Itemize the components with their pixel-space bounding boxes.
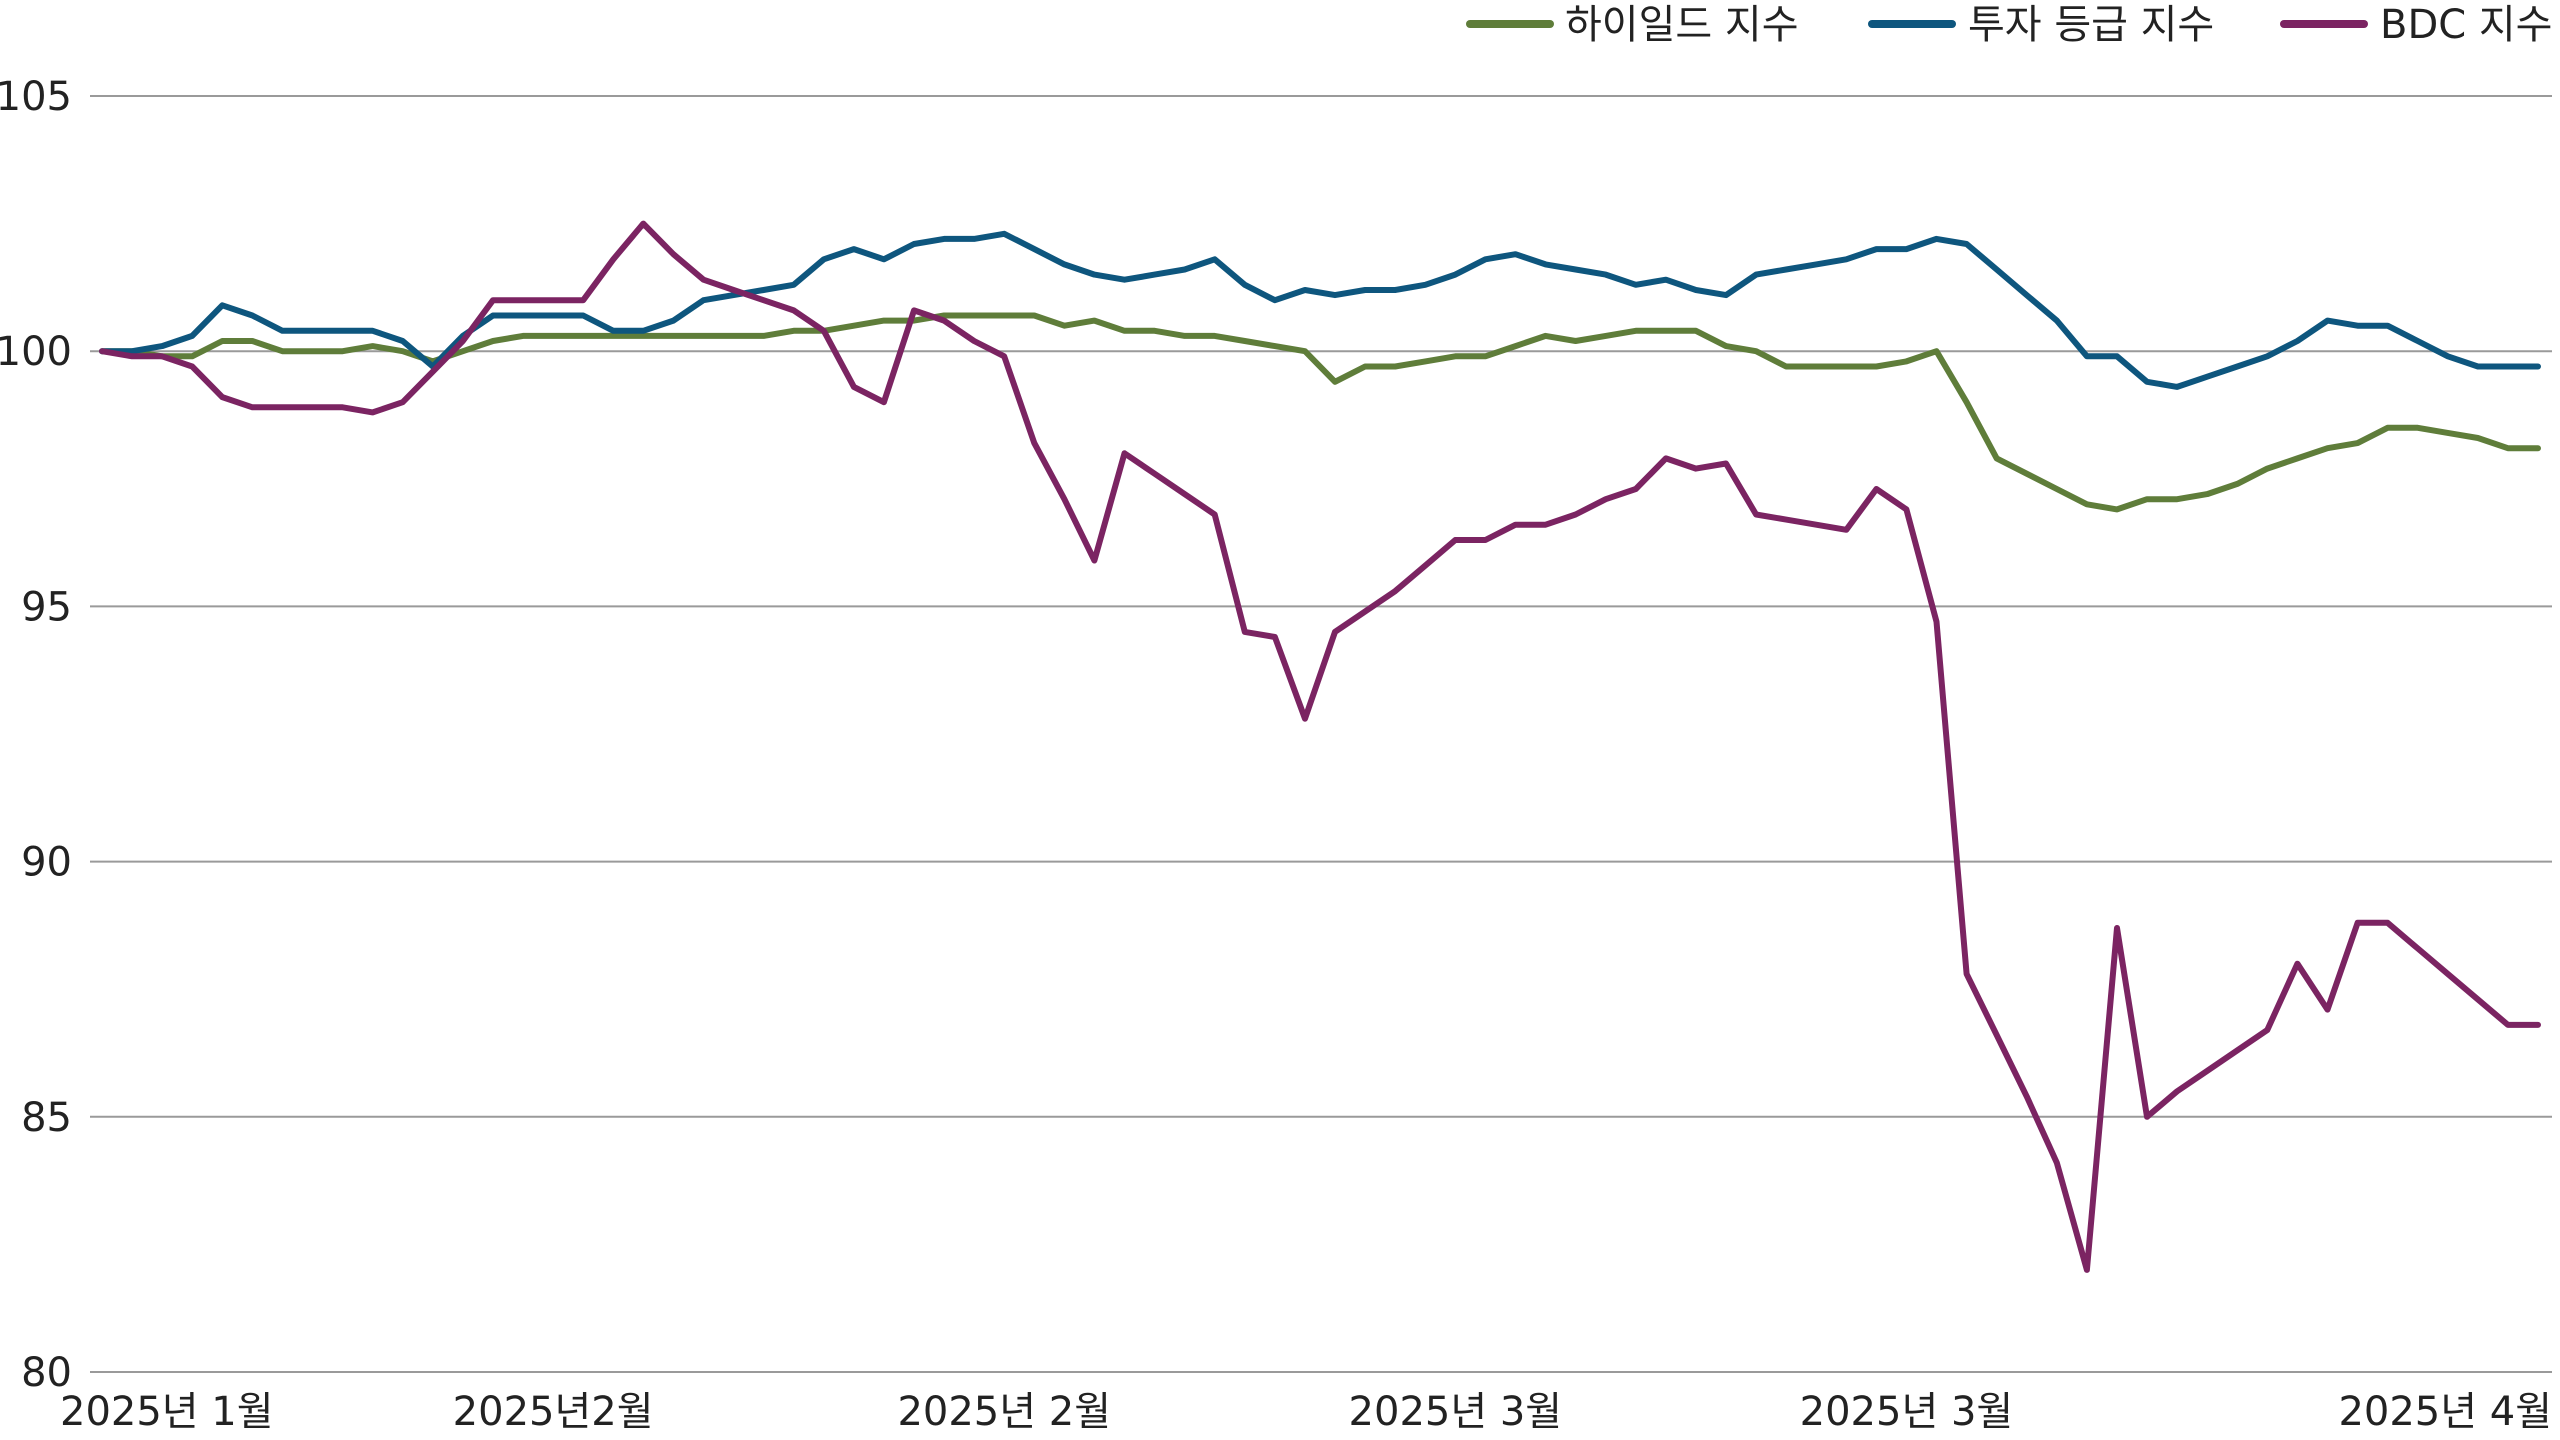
x-tick-label: 2025년 4월 [2338,1389,2552,1435]
x-tick-label: 2025년 1월 [60,1389,274,1435]
y-tick-label: 95 [21,584,72,630]
series-line-3 [99,220,2541,1273]
x-tick-label: 2025년 3월 [1349,1389,1563,1435]
y-tick-label: 100 [0,329,72,375]
legend-label: 하이일드 지수 [1565,2,1799,48]
series-line-1 [99,312,2541,513]
legend-item: 투자 등급 지수 [1868,2,2214,48]
x-axis-tick-labels: 2025년 1월 2025년2월 2025년 2월 2025년 3월 2025년 3월 2… [60,1389,2552,1435]
y-tick-label: 85 [21,1095,72,1141]
x-tick-label: 2025년 2월 [897,1389,1111,1435]
y-tick-label: 80 [21,1350,72,1396]
series-line-2 [99,230,2541,390]
legend-item: 하이일드 지수 [1466,2,1799,48]
y-axis-tick-labels: 80 85 90 95 100 105 [0,74,72,1396]
x-tick-label: 2025년2월 [453,1389,654,1435]
y-tick-label: 105 [0,74,72,120]
gridlines [90,95,2552,1373]
y-tick-label: 90 [21,840,72,886]
x-tick-label: 2025년 3월 [1800,1389,2014,1435]
legend-label: 투자 등급 지수 [1968,2,2214,48]
legend: 하이일드 지수 투자 등급 지수 BDC 지수 [1466,2,2553,48]
legend-item: BDC 지수 [2280,2,2553,48]
legend-label: BDC 지수 [2380,2,2553,48]
series-lines [99,220,2541,1273]
